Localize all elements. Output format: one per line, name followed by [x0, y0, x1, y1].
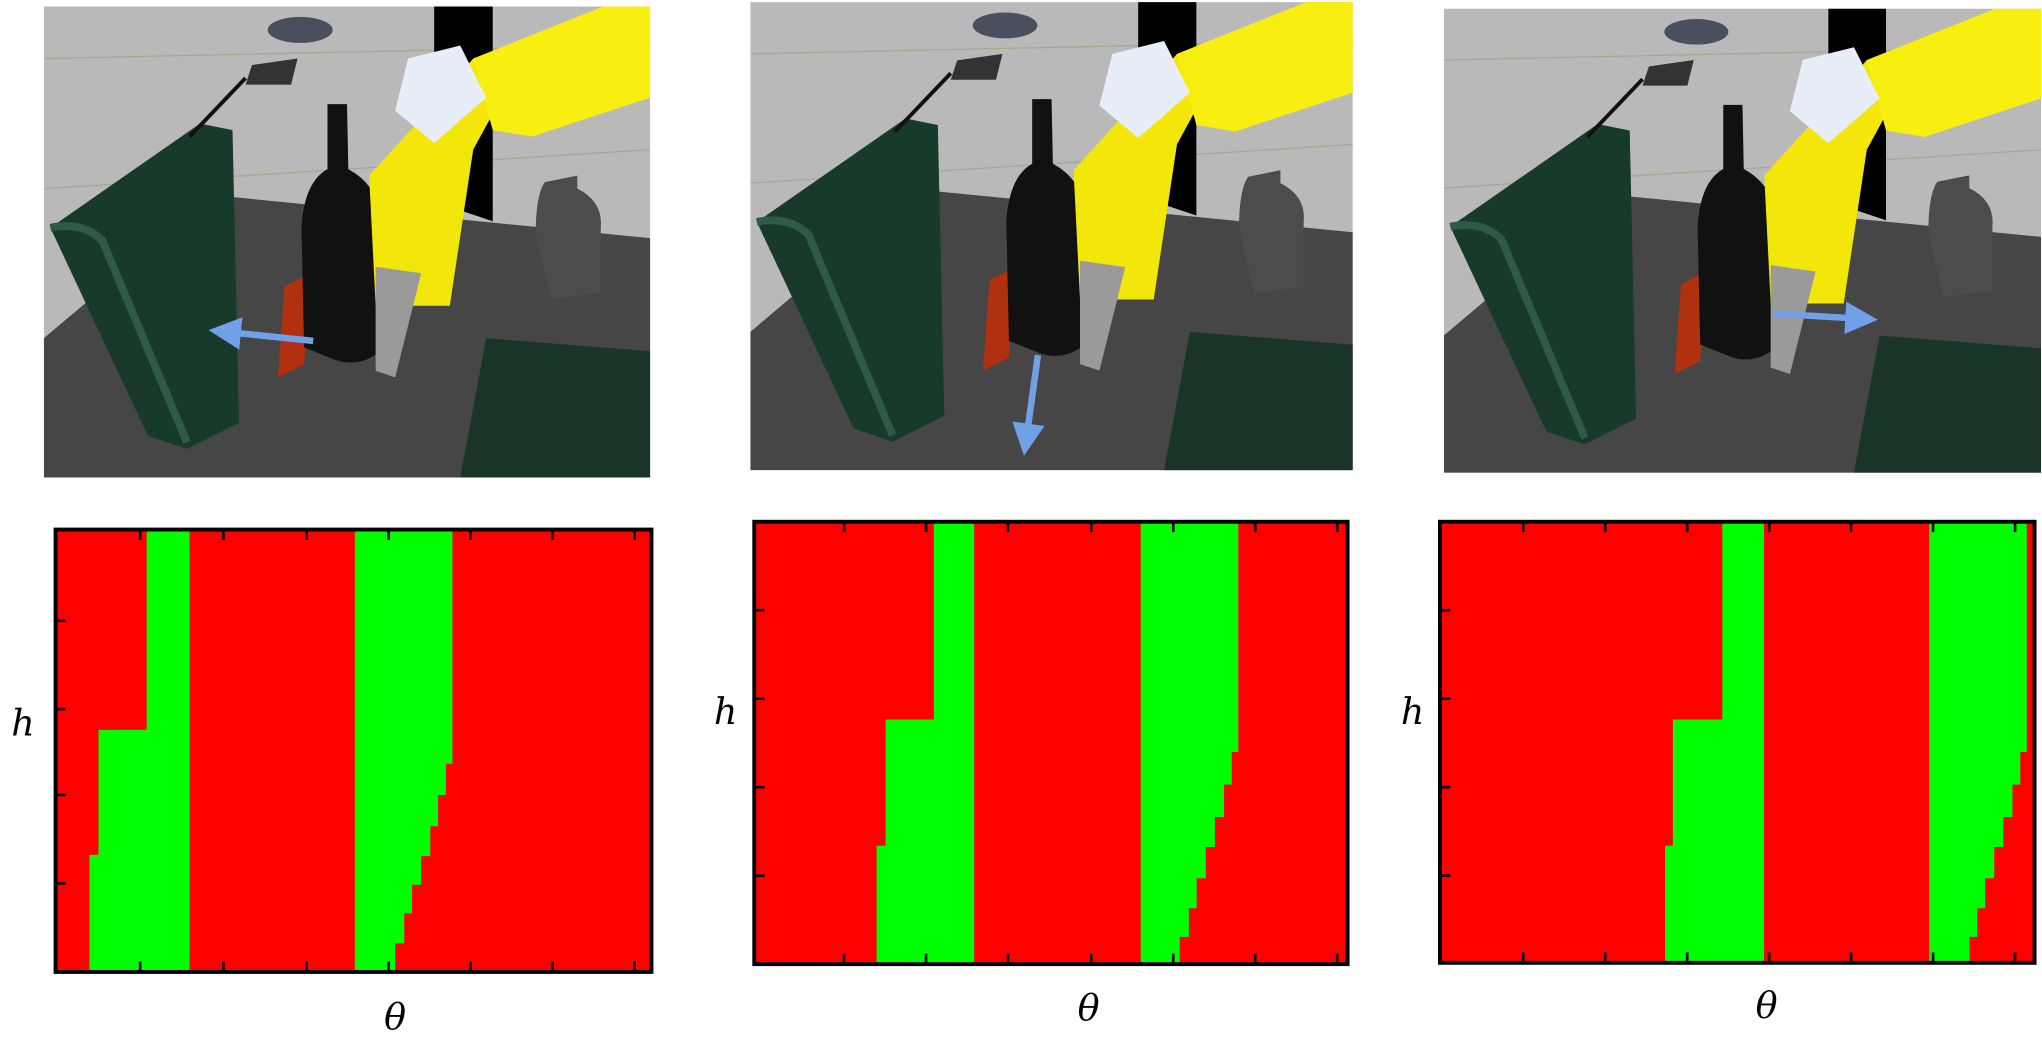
scene-image [750, 2, 1352, 470]
heatmap: h θ [714, 519, 1350, 1029]
x-axis-label: θ [384, 996, 406, 1037]
feasible-region [1140, 521, 1239, 965]
y-axis-label: h [714, 690, 737, 733]
push-arrow [1012, 354, 1045, 456]
x-axis-label: θ [1756, 984, 1778, 1027]
feasible-region [1929, 521, 2027, 963]
tick-marks [55, 529, 636, 972]
tick-marks [1439, 521, 2017, 963]
tick-marks [754, 521, 1339, 965]
plot-frame [53, 527, 654, 974]
x-axis-label: θ [1078, 986, 1100, 1029]
push-arrow [1772, 301, 1878, 335]
feasible-region [1665, 521, 1764, 963]
plot-frame [752, 519, 1350, 967]
feasible-region [876, 521, 975, 965]
scene-image [44, 7, 650, 478]
feasible-region [354, 529, 453, 972]
plot-frame [1438, 519, 2037, 965]
heatmap: h θ [11, 527, 654, 1037]
push-arrow [208, 317, 314, 350]
y-axis-label: h [1401, 690, 1424, 733]
feasible-region [89, 529, 190, 972]
y-axis-label: h [11, 702, 34, 745]
scene-image [1444, 9, 2041, 473]
heatmap: h θ [1401, 519, 2037, 1027]
infeasible-region [754, 521, 1348, 965]
